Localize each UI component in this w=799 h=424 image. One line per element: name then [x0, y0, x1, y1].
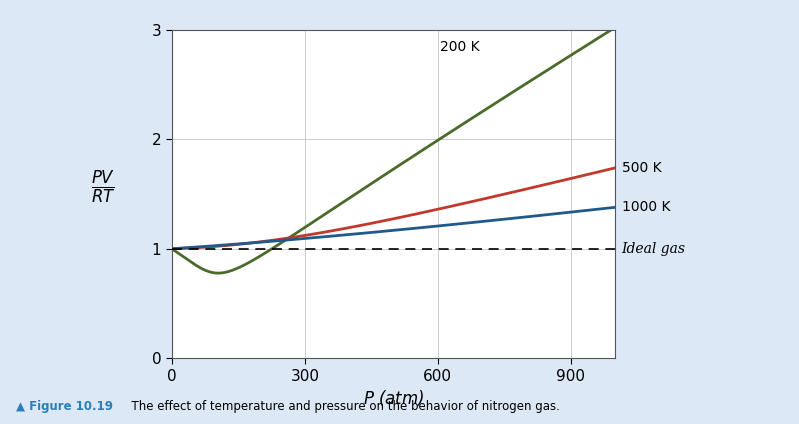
Text: 500 K: 500 K — [622, 161, 662, 175]
Text: The effect of temperature and pressure on the behavior of nitrogen gas.: The effect of temperature and pressure o… — [124, 400, 560, 413]
Text: $\frac{PV}{RT}$: $\frac{PV}{RT}$ — [91, 169, 115, 206]
Text: Ideal gas: Ideal gas — [622, 242, 686, 256]
Text: ▲ Figure 10.19: ▲ Figure 10.19 — [16, 400, 113, 413]
Text: 1000 K: 1000 K — [622, 200, 670, 214]
X-axis label: $P$ (atm): $P$ (atm) — [363, 388, 424, 408]
Text: 200 K: 200 K — [439, 40, 479, 54]
